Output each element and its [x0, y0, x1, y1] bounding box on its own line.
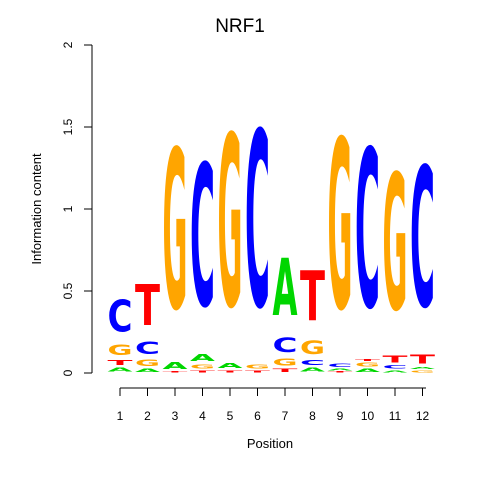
- x-tick-label: 4: [199, 409, 206, 423]
- logo-letter-c: C: [245, 81, 270, 362]
- logo-letter-g: G: [355, 362, 380, 368]
- x-axis-label: Position: [247, 436, 293, 451]
- logo-letter-a: A: [218, 361, 243, 369]
- logo-column: TGC: [245, 81, 270, 373]
- y-axis-label: Information content: [29, 153, 44, 265]
- logo-letter-g: G: [163, 104, 188, 359]
- logo-letter-g: G: [190, 364, 215, 370]
- logo-letter-t: T: [190, 370, 215, 373]
- logo-column: TAG: [218, 86, 243, 373]
- logo-letter-t: T: [355, 358, 380, 361]
- logo-letter-c: C: [300, 358, 325, 366]
- x-tick-label: 2: [144, 409, 151, 423]
- logo-letter-t: T: [108, 359, 133, 367]
- logo-letter-a: A: [190, 352, 216, 364]
- logo-letter-a: A: [163, 360, 189, 372]
- logo-letter-a: A: [410, 367, 435, 370]
- x-tick-label: 11: [389, 409, 402, 423]
- logo-letter-c: C: [273, 334, 298, 357]
- y-tick-label: 0: [61, 369, 75, 376]
- logo-letter-c: C: [410, 127, 435, 351]
- logo-letter-g: G: [218, 86, 243, 361]
- x-tick-label: 10: [361, 409, 375, 423]
- logo-letter-t: T: [273, 368, 298, 373]
- x-tick-label: 9: [337, 409, 344, 423]
- logo-letter-c: C: [190, 124, 215, 351]
- logo-letter-a: A: [355, 368, 380, 373]
- logo-letter-c: C: [355, 105, 380, 358]
- logo-column: TAG: [163, 104, 189, 373]
- y-tick-label: 0.5: [61, 282, 75, 299]
- logo-letter-a: A: [108, 367, 133, 374]
- logo-letter-t: T: [328, 371, 353, 373]
- x-axis: 1 2 3 4 5 6 7 8 9 10 11 12: [117, 387, 430, 423]
- x-tick-label: 7: [282, 409, 289, 423]
- logo-letter-a: A: [135, 368, 160, 373]
- logo-letter-a: A: [328, 368, 353, 371]
- x-tick-label: 5: [227, 409, 234, 423]
- y-tick-label: 1: [61, 205, 75, 212]
- logo-letter-g: G: [300, 337, 325, 358]
- logo-letter-c: C: [383, 365, 408, 370]
- logo-letter-c: C: [108, 292, 133, 342]
- y-tick-label: 1.5: [61, 118, 75, 135]
- logo-letter-t: T: [245, 370, 270, 373]
- chart-title: NRF1: [215, 16, 265, 37]
- logo-letter-t: T: [163, 371, 188, 373]
- logo-letter-a: A: [383, 370, 408, 373]
- y-axis: 0 0.5 1 1.5 2: [61, 41, 93, 376]
- logo-stacks: ATGCAGCTTAGTGACTAGTGCTGCAACGTTACGAGTCACT…: [108, 81, 436, 373]
- logo-letter-t: T: [300, 257, 325, 337]
- logo-letter-g: G: [273, 357, 298, 368]
- logo-letter-g: G: [328, 93, 353, 364]
- logo-letter-t: T: [410, 352, 435, 366]
- logo-letter-a: A: [300, 367, 325, 374]
- x-tick-label: 6: [254, 409, 261, 423]
- logo-letter-g: G: [410, 370, 435, 373]
- logo-letter-c: C: [328, 363, 353, 368]
- logo-letter-g: G: [108, 342, 133, 359]
- logo-letter-g: G: [135, 359, 160, 369]
- logo-letter-t: T: [383, 354, 409, 365]
- x-tick-label: 12: [416, 409, 430, 423]
- logo-letter-t: T: [135, 274, 161, 339]
- x-tick-label: 3: [172, 409, 179, 423]
- x-tick-label: 1: [117, 409, 124, 423]
- logo-letter-g: G: [245, 364, 270, 370]
- logo-letter-g: G: [383, 136, 408, 354]
- y-tick-label: 2: [61, 41, 75, 48]
- logo-letter-a: A: [273, 243, 298, 335]
- logo-letter-t: T: [218, 370, 243, 373]
- logo-letter-c: C: [135, 339, 160, 358]
- x-tick-label: 8: [309, 409, 316, 423]
